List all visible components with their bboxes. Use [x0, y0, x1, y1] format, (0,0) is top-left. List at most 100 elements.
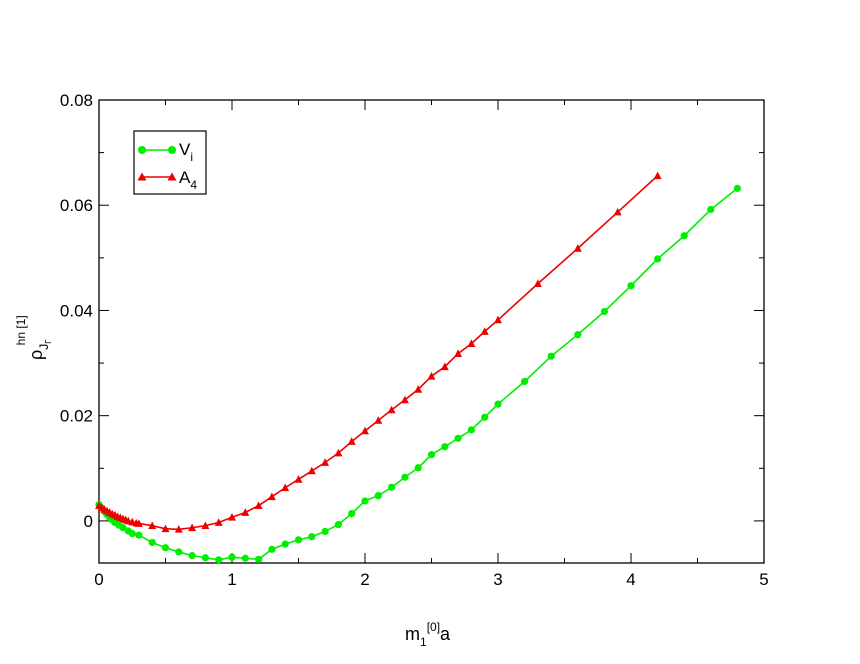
data-point [654, 255, 662, 263]
data-point [480, 327, 489, 335]
data-point [400, 395, 409, 404]
data-point [174, 525, 183, 533]
series-1 [95, 184, 742, 564]
data-point [414, 464, 422, 472]
data-point [188, 523, 197, 532]
legend-marker-series-1 [168, 146, 176, 154]
data-point [215, 556, 223, 564]
data-point [467, 426, 475, 434]
legend-marker-series-2 [137, 172, 147, 181]
legend-marker-series-2 [167, 172, 177, 181]
data-point [281, 540, 289, 548]
data-point [494, 400, 502, 408]
data-point [521, 377, 529, 386]
data-point [348, 509, 356, 518]
data-point [680, 232, 688, 240]
data-point [241, 508, 250, 516]
legend-label-series-1-sub: i [190, 150, 193, 164]
x-tick-label: 1 [227, 570, 236, 589]
data-point [374, 492, 382, 500]
data-point [281, 483, 290, 492]
legend-label-series-2-main: A [179, 168, 191, 187]
axis-ticks [98, 99, 765, 563]
data-point [387, 405, 396, 414]
data-point [254, 501, 263, 510]
legend-label-series-1: Vi [179, 140, 193, 164]
y-axis-label: ρJΓhn [1] [14, 315, 53, 360]
data-point [613, 207, 622, 216]
x-axis-label-main: m [405, 624, 420, 644]
data-point [374, 416, 383, 424]
legend-label-series-2: A4 [179, 168, 197, 192]
data-point [214, 518, 223, 526]
data-point [321, 458, 330, 466]
data-point [334, 448, 343, 457]
data-point [308, 533, 316, 541]
y-axis-label-subsub: Γ [44, 339, 53, 344]
x-tick-label: 4 [626, 570, 635, 589]
y-axis-label-sup: hn [1] [14, 315, 28, 345]
data-point [321, 527, 329, 536]
y-tick-label: 0.04 [60, 301, 93, 320]
data-point [494, 315, 502, 324]
x-axis-label: m1[0]a [405, 620, 451, 649]
x-tick-label: 3 [493, 570, 502, 589]
data-point [161, 544, 170, 552]
data-point [600, 307, 609, 316]
x-axis-label-sup: [0] [427, 620, 440, 634]
data-point [733, 184, 742, 192]
tick-labels: 0 1 2 3 4 5 0 0.02 0.04 0.06 0.08 [60, 91, 769, 589]
legend-label-series-1-main: V [179, 140, 191, 159]
y-axis-label-sub: J [37, 344, 51, 350]
data-point [707, 205, 715, 214]
series-line [98, 175, 659, 531]
y-tick-label: 0.08 [60, 91, 93, 110]
data-point [201, 521, 210, 530]
data-point [454, 349, 463, 357]
data-point [175, 548, 183, 556]
data-point [547, 352, 555, 360]
data-point [148, 521, 157, 530]
x-axis-label-suffix: a [440, 624, 451, 644]
data-point [427, 451, 436, 459]
data-point [201, 554, 209, 562]
data-point [307, 466, 316, 475]
data-point [441, 443, 449, 451]
series-line [98, 187, 738, 561]
y-tick-label: 0.02 [60, 407, 93, 426]
data-point [334, 520, 342, 529]
data-point [267, 492, 276, 501]
legend-marker-series-1 [138, 146, 146, 154]
data-point [135, 531, 143, 539]
data-point [347, 437, 356, 445]
data-point [294, 536, 303, 544]
svg-text:ρJΓhn [1]: ρJΓhn [1] [14, 315, 53, 360]
data-point [388, 483, 396, 491]
legend: Vi A4 [133, 130, 207, 195]
y-axis-label-main: ρ [26, 350, 46, 360]
data-point [440, 362, 449, 371]
data-point [414, 385, 423, 393]
y-tick-label: 0.06 [60, 196, 93, 215]
data-point [134, 519, 143, 527]
data-point [241, 554, 249, 562]
data-point [128, 529, 136, 538]
data-point [574, 331, 582, 339]
data-point [653, 171, 662, 180]
data-point [627, 282, 635, 290]
data-point [427, 372, 436, 380]
series-2 [95, 171, 662, 533]
data-point [573, 244, 582, 252]
data-point [401, 473, 409, 481]
data-point [255, 555, 263, 563]
x-tick-label: 0 [94, 570, 103, 589]
data-point [454, 434, 462, 442]
legend-box [133, 130, 207, 195]
y-tick-label: 0 [84, 512, 93, 531]
series-layer [95, 171, 742, 564]
data-point [294, 475, 303, 483]
data-point [161, 524, 170, 533]
x-tick-label: 5 [759, 570, 768, 589]
data-point [467, 339, 476, 347]
